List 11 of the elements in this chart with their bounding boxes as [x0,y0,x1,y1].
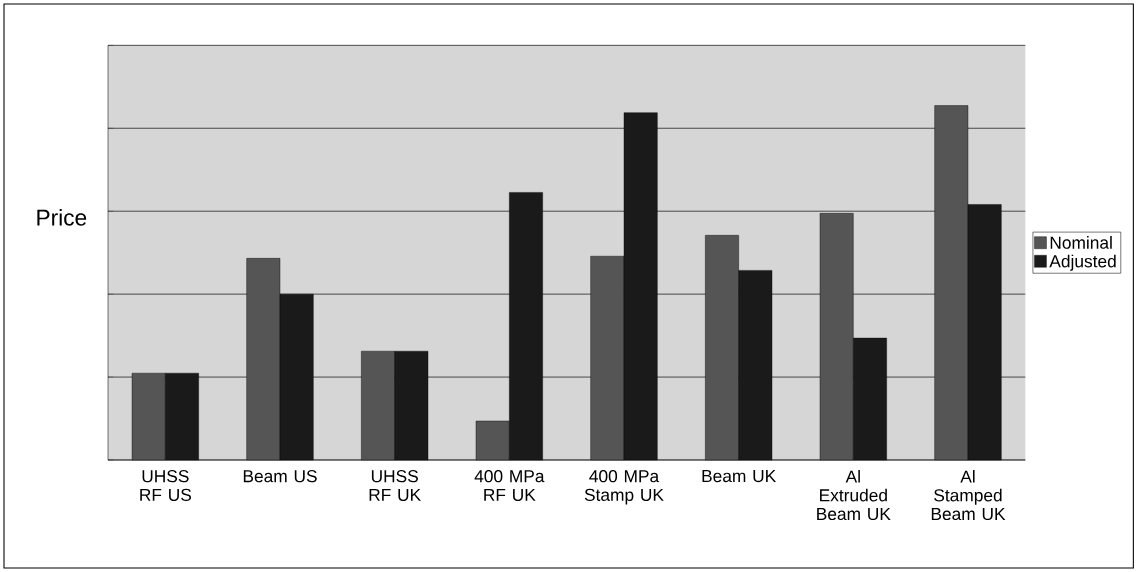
x-tick-label: 400 MPa Stamp UK [584,470,664,505]
y-axis-title: Price [37,209,87,226]
x-tick-label: Al Extruded Beam UK [817,470,891,521]
legend-label: Adjusted [1049,254,1116,271]
x-tick-label: Beam UK [702,470,777,483]
x-tick-label: Beam US [243,470,317,483]
x-tick-label: UHSS RF UK [369,470,421,501]
x-tick-label: 400 MPa RF UK [474,470,545,501]
x-tick-label: UHSS RF US [140,470,192,501]
x-tick-label: Al Stamped Beam UK [931,470,1006,521]
legend-label: Nominal [1050,236,1112,249]
